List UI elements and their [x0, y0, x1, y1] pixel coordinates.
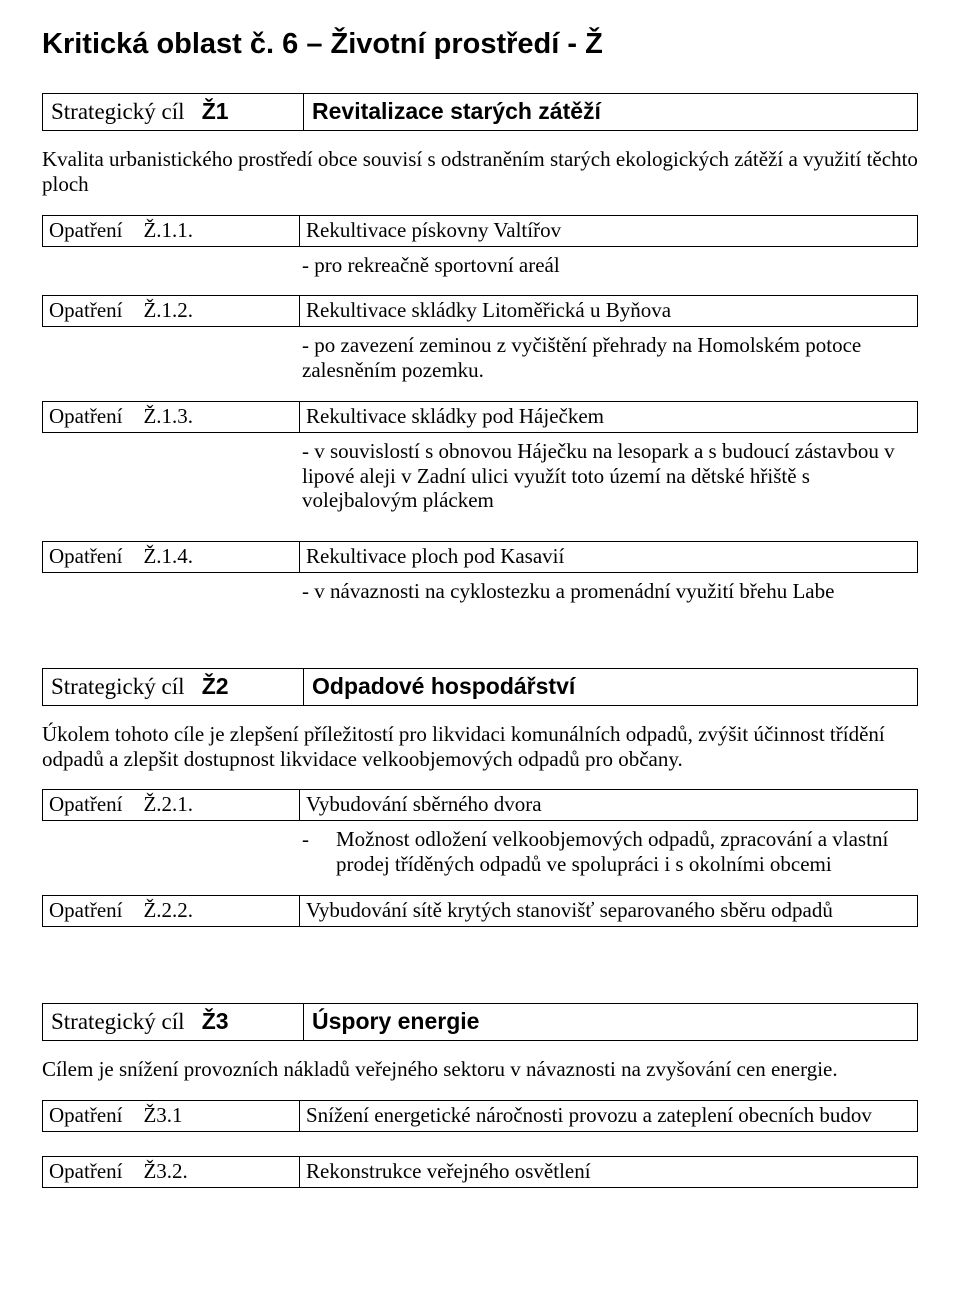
measure-label: Opatření — [49, 898, 122, 922]
measure-z-1-2: Opatření Ž.1.2. Rekultivace skládky Lito… — [42, 295, 918, 327]
strategic-goal-name: Odpadové hospodářství — [304, 668, 918, 705]
measure-title: Rekultivace skládky Litoměřická u Byňova — [300, 296, 918, 327]
strategic-goal-name: Revitalizace starých zátěží — [304, 94, 918, 131]
measure-label-cell: Opatření Ž.1.2. — [43, 296, 300, 327]
measure-label-cell: Opatření Ž.1.1. — [43, 215, 300, 246]
strategic-goal-z1-intro: Kvalita urbanistického prostředí obce so… — [42, 147, 918, 197]
measure-label: Opatření — [49, 544, 122, 568]
measure-label: Opatření — [49, 298, 122, 322]
strategic-goal-z1: Strategický cíl Ž1 Revitalizace starých … — [42, 93, 918, 131]
measure-label-cell: Opatření Ž.1.3. — [43, 401, 300, 432]
measure-code: Ž.2.1. — [143, 792, 193, 816]
measure-title: Snížení energetické náročnosti provozu a… — [300, 1100, 918, 1131]
measure-z-2-2: Opatření Ž.2.2. Vybudování sítě krytých … — [42, 895, 918, 927]
measure-title: Rekultivace skládky pod Háječkem — [300, 401, 918, 432]
measure-label-cell: Opatření Ž3.2. — [43, 1156, 300, 1187]
strategic-goal-code: Ž2 — [202, 673, 229, 699]
measure-code: Ž.2.2. — [143, 898, 193, 922]
measure-label: Opatření — [49, 1159, 122, 1183]
measure-z-2-1-detail: - Možnost odložení velkoobjemových odpad… — [302, 827, 918, 877]
measure-label-cell: Opatření Ž.2.2. — [43, 895, 300, 926]
measure-label-cell: Opatření Ž.1.4. — [43, 542, 300, 573]
strategic-goal-z2: Strategický cíl Ž2 Odpadové hospodářství — [42, 668, 918, 706]
measure-code: Ž.1.2. — [143, 298, 193, 322]
measure-z-1-2-detail: po zavezení zeminou z vyčištění přehrady… — [302, 333, 918, 383]
measure-z-3-2: Opatření Ž3.2. Rekonstrukce veřejného os… — [42, 1156, 918, 1188]
strategic-goal-label: Strategický cíl — [51, 674, 185, 699]
measure-label: Opatření — [49, 404, 122, 428]
document-page: Kritická oblast č. 6 – Životní prostředí… — [0, 0, 960, 1309]
measure-title: Vybudování sběrného dvora — [300, 790, 918, 821]
measure-z-3-1: Opatření Ž3.1 Snížení energetické náročn… — [42, 1100, 918, 1132]
measure-code: Ž.1.3. — [143, 404, 193, 428]
dash-icon: - — [302, 827, 336, 877]
measure-label-cell: Opatření Ž3.1 — [43, 1100, 300, 1131]
page-title: Kritická oblast č. 6 – Životní prostředí… — [42, 28, 918, 61]
measure-code: Ž.1.1. — [143, 218, 193, 242]
strategic-goal-cell-left: Strategický cíl Ž1 — [43, 94, 304, 131]
measure-z-1-3: Opatření Ž.1.3. Rekultivace skládky pod … — [42, 401, 918, 433]
measure-z-2-1: Opatření Ž.2.1. Vybudování sběrného dvor… — [42, 789, 918, 821]
measure-title: Rekultivace ploch pod Kasavií — [300, 542, 918, 573]
strategic-goal-cell-left: Strategický cíl Ž2 — [43, 668, 304, 705]
measure-code: Ž3.2. — [143, 1159, 187, 1183]
strategic-goal-z3-intro: Cílem je snížení provozních nákladů veře… — [42, 1057, 918, 1082]
measure-z-1-4: Opatření Ž.1.4. Rekultivace ploch pod Ka… — [42, 541, 918, 573]
measure-label-cell: Opatření Ž.2.1. — [43, 790, 300, 821]
measure-z-2-1-detail-text: Možnost odložení velkoobjemových odpadů,… — [336, 827, 912, 877]
strategic-goal-z3: Strategický cíl Ž3 Úspory energie — [42, 1003, 918, 1041]
strategic-goal-code: Ž1 — [202, 98, 229, 124]
strategic-goal-cell-left: Strategický cíl Ž3 — [43, 1003, 304, 1040]
measure-code: Ž.1.4. — [143, 544, 193, 568]
measure-label: Opatření — [49, 218, 122, 242]
strategic-goal-code: Ž3 — [202, 1008, 229, 1034]
measure-code: Ž3.1 — [143, 1103, 182, 1127]
measure-label: Opatření — [49, 792, 122, 816]
measure-z-1-3-detail: v souvislostí s obnovou Háječku na lesop… — [302, 439, 918, 513]
measure-z-1-1: Opatření Ž.1.1. Rekultivace pískovny Val… — [42, 215, 918, 247]
measure-title: Vybudování sítě krytých stanovišť separo… — [300, 895, 918, 926]
measure-z-1-4-detail: v návaznosti na cyklostezku a promenádní… — [302, 579, 918, 604]
strategic-goal-label: Strategický cíl — [51, 99, 185, 124]
measure-title: Rekultivace pískovny Valtířov — [300, 215, 918, 246]
measure-label: Opatření — [49, 1103, 122, 1127]
strategic-goal-z2-intro: Úkolem tohoto cíle je zlepšení příležito… — [42, 722, 918, 772]
measure-z-1-1-detail: pro rekreačně sportovní areál — [302, 253, 918, 278]
strategic-goal-name: Úspory energie — [304, 1003, 918, 1040]
measure-title: Rekonstrukce veřejného osvětlení — [300, 1156, 918, 1187]
strategic-goal-label: Strategický cíl — [51, 1009, 185, 1034]
